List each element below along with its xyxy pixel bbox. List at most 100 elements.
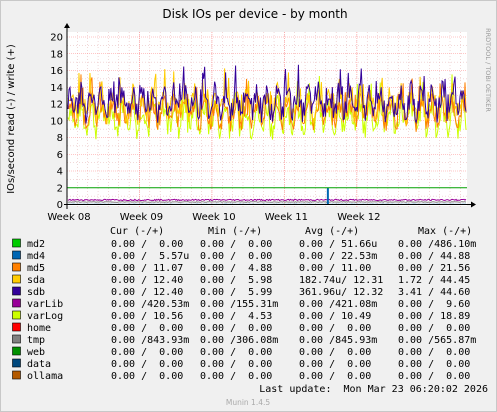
legend-cur-web: 0.00 / 0.00 (111, 347, 183, 358)
legend-max-varLib: 0.00 / 9.60 (398, 299, 470, 310)
legend-avg-varLib: 0.00 /421.08m (299, 299, 377, 310)
legend-swatch-home (12, 322, 21, 332)
munin-version: Munin 1.4.5 (226, 398, 271, 407)
legend-min-home: 0.00 / 0.00 (200, 323, 272, 334)
plot-area (67, 32, 467, 206)
legend-swatch-ollama (12, 370, 21, 380)
x-tick-label: Week 08 (47, 212, 90, 223)
legend-max-md4: 0.00 / 44.88 (398, 251, 470, 262)
legend-max-ollama: 0.00 / 0.00 (398, 371, 470, 382)
legend-avg-sdb: 361.96u/ 12.32 (299, 287, 383, 298)
legend-cur-ollama: 0.00 / 0.00 (111, 371, 183, 382)
legend-column-header: Min (-/+) (208, 226, 262, 237)
legend-max-web: 0.00 / 0.00 (398, 347, 470, 358)
series-line-varLog (67, 74, 467, 140)
legend-cur-data: 0.00 / 0.00 (111, 359, 183, 370)
legend-swatch-web (12, 346, 21, 356)
legend-max-md5: 0.00 / 21.56 (398, 263, 470, 274)
legend-avg-tmp: 0.00 /845.93m (299, 335, 377, 346)
legend-min-varLog: 0.00 / 4.53 (200, 311, 272, 322)
legend-swatch-tmp (12, 334, 21, 344)
legend-name-data: data (27, 359, 51, 370)
legend-cur-sda: 0.00 / 12.40 (111, 275, 183, 286)
legend-name-varLib: varLib (27, 299, 63, 310)
x-tick-label: Week 10 (192, 212, 235, 223)
legend-cur-sdb: 0.00 / 12.40 (111, 287, 183, 298)
legend-cur-varLib: 0.00 /420.53m (111, 299, 189, 310)
legend-column-header: Max (-/+) (418, 226, 472, 237)
y-tick-label: 14 (50, 83, 63, 94)
y-tick-label: 16 (50, 66, 63, 77)
legend-min-tmp: 0.00 /306.08m (200, 335, 278, 346)
legend-name-md5: md5 (27, 263, 45, 274)
x-tick-label: Week 09 (120, 212, 163, 223)
y-tick-label: 4 (57, 167, 63, 178)
legend-max-tmp: 0.00 /565.87m (398, 335, 476, 346)
legend-name-md2: md2 (27, 239, 45, 250)
legend-min-sdb: 0.00 / 5.99 (200, 287, 272, 298)
y-tick-label: 10 (50, 116, 63, 127)
legend-max-varLog: 0.00 / 18.89 (398, 311, 470, 322)
last-update-text: Last update: Mon Mar 23 06:20:02 2026 (259, 384, 488, 395)
legend-avg-md2: 0.00 / 51.66u (299, 239, 377, 250)
legend-column-header: Cur (-/+) (110, 226, 164, 237)
legend-avg-varLog: 0.00 / 10.49 (299, 311, 371, 322)
legend-swatch-sdb (12, 286, 21, 296)
y-tick-label: 8 (57, 133, 63, 144)
legend-cur-tmp: 0.00 /843.93m (111, 335, 189, 346)
legend-avg-data: 0.00 / 0.00 (299, 359, 371, 370)
legend-cur-md5: 0.00 / 11.07 (111, 263, 183, 274)
legend-avg-sda: 182.74u/ 12.31 (299, 275, 383, 286)
y-axis-arrow (64, 23, 70, 28)
y-tick-label: 18 (50, 49, 63, 60)
legend-avg-md4: 0.00 / 22.53m (299, 251, 377, 262)
legend-max-md2: 0.00 /486.10m (398, 239, 476, 250)
axes: 0 2 4 6 8 10 12 14 16 18 20 Week 08 Week 09 Week 10 We… (47, 23, 476, 223)
legend-name-ollama: ollama (27, 371, 63, 382)
legend-avg-home: 0.00 / 0.00 (299, 323, 371, 334)
legend-cur-md4: 0.00 / 5.57u (111, 251, 189, 262)
legend-max-data: 0.00 / 0.00 (398, 359, 470, 370)
x-tick-label: Week 12 (337, 212, 380, 223)
legend-swatch-varLog (12, 310, 21, 320)
legend-min-varLib: 0.00 /155.31m (200, 299, 278, 310)
legend-name-md4: md4 (27, 251, 45, 262)
legend-name-web: web (27, 347, 45, 358)
legend-min-sda: 0.00 / 5.98 (200, 275, 272, 286)
legend-max-sdb: 3.41 / 44.60 (398, 287, 470, 298)
legend-min-data: 0.00 / 0.00 (200, 359, 272, 370)
legend-name-sda: sda (27, 275, 45, 286)
legend-swatch-sda (12, 274, 21, 284)
legend-name-sdb: sdb (27, 287, 45, 298)
legend-swatch-md4 (12, 250, 21, 260)
rrdtool-credit: RRDTOOL / TOBI OETIKER (484, 28, 492, 112)
legend-cur-home: 0.00 / 0.00 (111, 323, 183, 334)
legend-swatch-md5 (12, 262, 21, 272)
legend-column-header: Avg (-/+) (305, 226, 359, 237)
legend-swatch-data (12, 358, 21, 368)
legend-name-home: home (27, 323, 51, 334)
y-tick-label: 6 (57, 150, 63, 161)
y-tick-label: 12 (50, 100, 63, 111)
legend-table: Cur (-/+) Min (-/+) Avg (-/+) Max (-/+) md2 0… (12, 226, 476, 382)
legend-max-home: 0.00 / 0.00 (398, 323, 470, 334)
y-axis-label: IOs/second read (-) / write (+) (6, 44, 17, 194)
series-line-tmp (67, 201, 467, 203)
legend-min-web: 0.00 / 0.00 (200, 347, 272, 358)
legend-swatch-md2 (12, 238, 21, 248)
legend-min-md5: 0.00 / 4.88 (200, 263, 272, 274)
legend-min-md2: 0.00 / 0.00 (200, 239, 272, 250)
legend-min-ollama: 0.00 / 0.00 (200, 371, 272, 382)
y-tick-label: 0 (57, 200, 63, 211)
legend-name-varLog: varLog (27, 311, 63, 322)
legend-name-tmp: tmp (27, 335, 45, 346)
legend-swatch-varLib (12, 298, 21, 308)
legend-avg-web: 0.00 / 0.00 (299, 347, 371, 358)
x-axis-arrow (471, 201, 476, 208)
legend-avg-ollama: 0.00 / 0.00 (299, 371, 371, 382)
series-line-sdb (67, 64, 467, 125)
legend-cur-varLog: 0.00 / 10.56 (111, 311, 183, 322)
legend-avg-md5: 0.00 / 11.00 (299, 263, 371, 274)
series-line-varLib (67, 198, 467, 202)
